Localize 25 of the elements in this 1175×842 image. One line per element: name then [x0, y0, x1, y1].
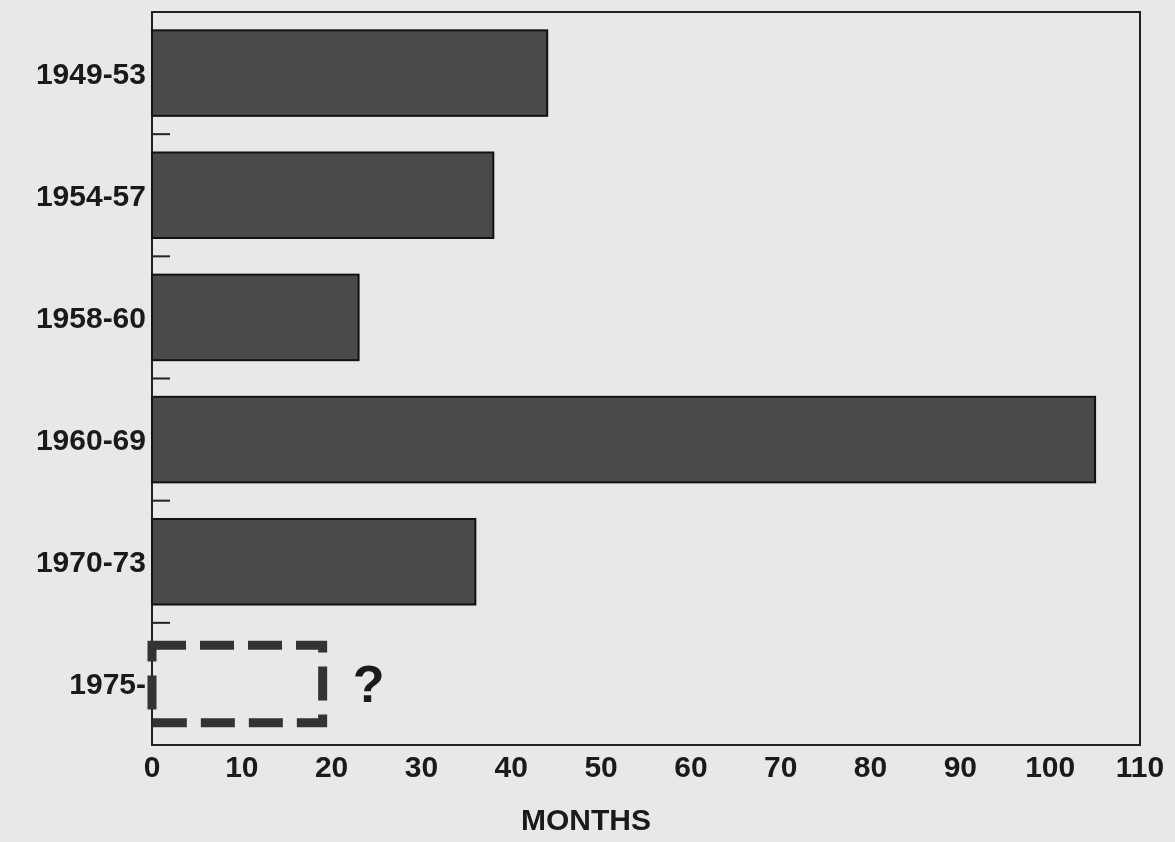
x-tick-label: 60	[674, 750, 708, 783]
x-tick-label: 20	[314, 750, 349, 783]
x-axis-title: MONTHS	[521, 803, 651, 836]
x-tick-label: 30	[404, 750, 439, 783]
bar	[151, 151, 495, 240]
y-tick-label: 1954-57	[35, 178, 146, 212]
y-tick-label: 1958-60	[35, 300, 146, 334]
y-tick-label: 1949-53	[35, 56, 146, 90]
bar	[151, 395, 1097, 484]
x-tick-label: 110	[1115, 750, 1165, 783]
x-tick-label: 10	[225, 750, 259, 783]
x-tick-label: 50	[584, 750, 618, 783]
annotation: ?	[352, 655, 385, 714]
bar	[151, 29, 549, 117]
x-tick-label: 90	[943, 750, 978, 783]
y-tick-label: 1975-	[69, 667, 146, 701]
y-tick-label: 1970-73	[35, 545, 146, 579]
x-tick-label: 40	[494, 750, 528, 783]
x-tick-label: 80	[853, 750, 888, 783]
x-tick-label: 70	[764, 750, 798, 783]
bar	[151, 517, 477, 606]
x-tick-label: 0	[143, 750, 161, 783]
y-tick-label: 1960-69	[35, 423, 146, 457]
bar	[151, 273, 360, 362]
x-tick-label: 100	[1025, 750, 1076, 783]
